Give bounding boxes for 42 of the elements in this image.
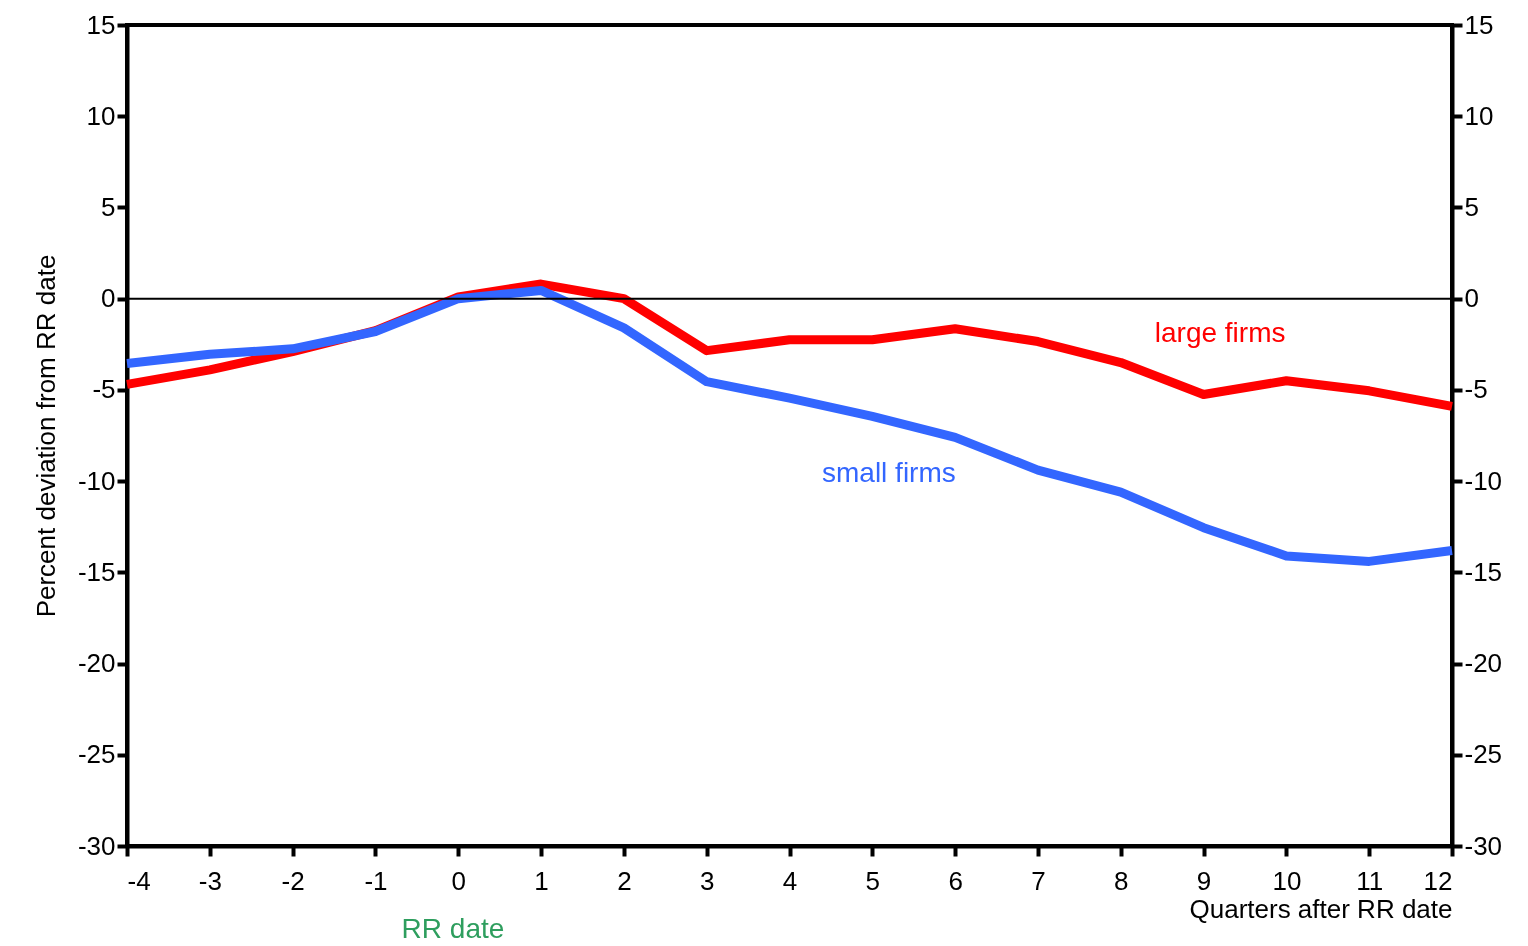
x-tick-label: -3: [198, 865, 222, 896]
x-tick-label: -2: [281, 865, 305, 896]
y-tick-label: 5: [101, 191, 116, 222]
x-tick-label: 8: [1114, 865, 1129, 896]
y-axis-title: Percent deviation from RR date: [30, 254, 61, 618]
x-tick-label: 0: [451, 865, 466, 896]
y-tick-label: -5: [92, 374, 116, 405]
x-tick-label: 11: [1356, 865, 1384, 896]
y2-tick-label: -30: [1464, 830, 1503, 861]
y-tick-label: -25: [77, 739, 116, 770]
y2-tick-label: -15: [1464, 556, 1503, 587]
y-tick-label: 0: [101, 283, 116, 314]
y-tick-label: -10: [77, 465, 116, 496]
x-tick-label: 5: [865, 865, 881, 896]
y2-tick-label: 0: [1464, 283, 1479, 314]
y-tick-label: 10: [86, 100, 116, 131]
y2-tick-label: -10: [1464, 465, 1503, 496]
x-tick-label: 12: [1423, 865, 1453, 896]
x-tick-label: 1: [534, 865, 549, 896]
series-label: small firms: [821, 457, 956, 489]
x-axis-title: Quarters after RR date: [1189, 893, 1453, 924]
y2-tick-label: 5: [1464, 191, 1479, 222]
y2-tick-label: 10: [1464, 100, 1494, 131]
x-tick-label: 9: [1196, 865, 1212, 896]
y-tick-label: -15: [77, 556, 116, 587]
x-tick-label: 6: [948, 865, 963, 896]
x-tick-label: 3: [699, 865, 715, 896]
x-tick-label: 2: [617, 865, 632, 896]
y2-tick-label: 15: [1464, 9, 1494, 40]
series-label: large firms: [1154, 317, 1286, 349]
y-tick-label: -30: [77, 830, 116, 861]
y-tick-label: 15: [86, 9, 116, 40]
y2-tick-label: -25: [1464, 739, 1503, 770]
y2-tick-label: -5: [1464, 374, 1488, 405]
y-tick-label: -20: [77, 648, 116, 679]
y2-tick-label: -20: [1464, 648, 1503, 679]
text: RR date: [401, 913, 505, 944]
x-tick-label: 4: [782, 865, 798, 896]
x-tick-label: -4: [127, 865, 151, 896]
x-tick-label: 7: [1031, 865, 1046, 896]
x-tick-label: 10: [1272, 865, 1302, 896]
x-tick-label: -1: [364, 865, 388, 896]
